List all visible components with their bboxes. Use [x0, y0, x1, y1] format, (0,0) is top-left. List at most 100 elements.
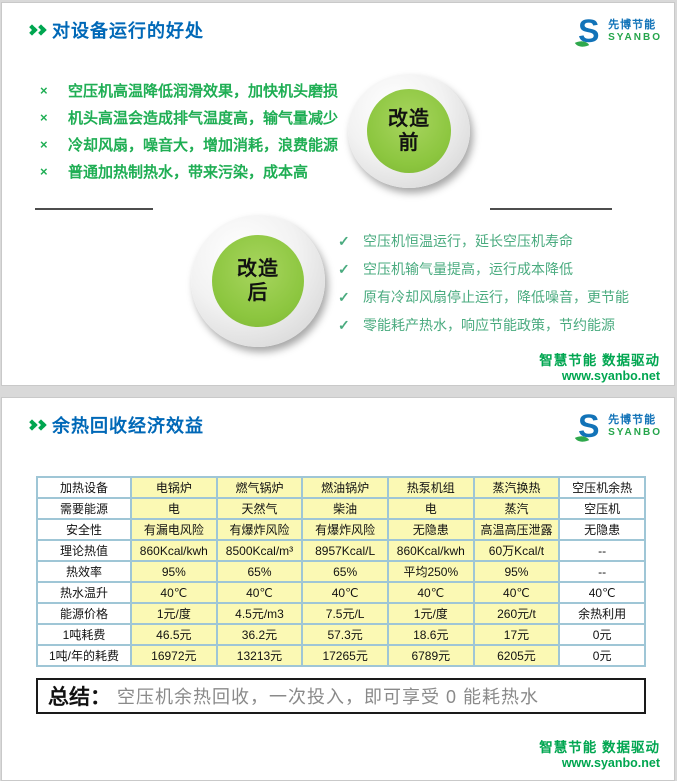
badge-after-renovation: 改造 后 — [191, 215, 325, 347]
check-icon: ✓ — [338, 316, 350, 333]
table-cell: 1元/度 — [386, 602, 475, 625]
chevron-glyph — [35, 24, 47, 36]
divider-line — [490, 208, 612, 210]
pros-list: ✓ 空压机恒温运行，延长空压机寿命 ✓ 空压机输气量提高，运行成本降低 ✓ 原有冷却风… — [338, 227, 629, 339]
panel-economic-benefits: 余热回收经济效益 S 先博节能 SYANBO 加热设备 电锅炉 燃气锅炉 燃油锅… — [1, 397, 675, 781]
chevron-right-icon — [26, 419, 47, 431]
table-cell: 16972元 — [130, 644, 218, 667]
table-cell: 电 — [130, 497, 218, 520]
table-cell: 18.6元 — [386, 623, 475, 646]
table-cell: 65% — [215, 560, 304, 583]
table-cell: 柴油 — [301, 497, 389, 520]
badge-after-label: 改造 后 — [212, 235, 304, 327]
logo-letter: S — [578, 13, 600, 49]
badge-text-line: 后 — [247, 282, 269, 304]
brand-name-en: SYANBO — [608, 426, 662, 438]
table-cell: 高温高压泄露 — [472, 518, 561, 541]
cross-icon: × — [40, 110, 48, 125]
badge-before-label: 改造 前 — [367, 89, 451, 173]
row-header: 理论热值 — [36, 539, 132, 562]
table-cell: 空压机 — [558, 497, 646, 520]
con-text: 冷却风扇，噪音大，增加消耗，浪费能源 — [68, 137, 339, 154]
table-cell: 40℃ — [386, 581, 475, 604]
table-cell: 空压机余热 — [558, 476, 646, 499]
table-cell: 燃气锅炉 — [215, 476, 304, 499]
brand-logo: S 先博节能 SYANBO — [574, 13, 662, 51]
table-cell: 40℃ — [472, 581, 561, 604]
table-cell: 860Kcal/kwh — [386, 539, 475, 562]
table-row: 热效率 95% 65% 65% 平均250% 95% -- — [36, 560, 646, 583]
table-row: 1吨耗费 46.5元 36.2元 57.3元 18.6元 17元 0元 — [36, 623, 646, 646]
footer-website: www.syanbo.net — [561, 369, 660, 383]
row-header: 1吨耗费 — [36, 623, 132, 646]
table-cell: 8500Kcal/m³ — [215, 539, 304, 562]
check-icon: ✓ — [338, 260, 350, 277]
brand-name-en: SYANBO — [608, 31, 662, 43]
summary-label: 总结： — [48, 686, 111, 709]
table-cell: 无隐患 — [558, 518, 646, 541]
pro-text: 空压机输气量提高，运行成本降低 — [363, 261, 573, 277]
row-header: 能源价格 — [36, 602, 132, 625]
badge-text-line: 改造 — [237, 258, 279, 280]
check-icon: ✓ — [338, 232, 350, 249]
table-cell: 260元/t — [472, 602, 561, 625]
con-text: 普通加热制热水，带来污染，成本高 — [68, 164, 309, 181]
table-cell: 6789元 — [386, 644, 475, 667]
footer-slogan: 智慧节能 数据驱动 — [539, 740, 660, 755]
badge-before-renovation: 改造 前 — [348, 74, 470, 188]
pro-text: 零能耗产热水，响应节能政策，节约能源 — [363, 317, 615, 333]
table-cell: 40℃ — [301, 581, 389, 604]
table-row: 1吨/年的耗费 16972元 13213元 17265元 6789元 6205元… — [36, 644, 646, 667]
divider-line — [35, 208, 153, 210]
list-item: × 冷却风扇，噪音大，增加消耗，浪费能源 — [40, 131, 338, 158]
logo-letter: S — [578, 408, 600, 444]
table-cell: 蒸汽 — [472, 497, 561, 520]
table-cell: 46.5元 — [130, 623, 218, 646]
table-cell: 电锅炉 — [130, 476, 218, 499]
table-cell: 40℃ — [215, 581, 304, 604]
row-header: 1吨/年的耗费 — [36, 644, 132, 667]
table-cell: 1元/度 — [130, 602, 218, 625]
row-header: 热水温升 — [36, 581, 132, 604]
table-cell: 蒸汽换热 — [472, 476, 561, 499]
summary-text: 空压机余热回收，一次投入，即可享受 0 能耗热水 — [117, 687, 540, 707]
brand-logo: S 先博节能 SYANBO — [574, 408, 662, 446]
list-item: ✓ 空压机恒温运行，延长空压机寿命 — [338, 227, 629, 255]
list-item: × 普通加热制热水，带来污染，成本高 — [40, 158, 338, 185]
cross-icon: × — [40, 83, 48, 98]
table-cell: 8957Kcal/L — [301, 539, 389, 562]
page-title: 余热回收经济效益 — [52, 416, 204, 436]
table-cell: 余热利用 — [558, 602, 646, 625]
table-cell: 65% — [301, 560, 389, 583]
table-row: 理论热值 860Kcal/kwh 8500Kcal/m³ 8957Kcal/L … — [36, 539, 646, 562]
brand-name-cn: 先博节能 — [608, 414, 657, 427]
table-cell: 95% — [472, 560, 561, 583]
cross-icon: × — [40, 137, 48, 152]
chevron-glyph — [35, 419, 47, 431]
pro-text: 原有冷却风扇停止运行，降低噪音，更节能 — [363, 289, 629, 305]
table-cell: 57.3元 — [301, 623, 389, 646]
row-header: 加热设备 — [36, 476, 132, 499]
panel-equipment-benefits: 对设备运行的好处 S 先博节能 SYANBO × 空压机高温降低润滑效果，加快机头… — [1, 2, 675, 386]
row-header: 需要能源 — [36, 497, 132, 520]
summary-box: 总结： 空压机余热回收，一次投入，即可享受 0 能耗热水 — [36, 678, 646, 714]
table-cell: 燃油锅炉 — [301, 476, 389, 499]
table-row: 热水温升 40℃ 40℃ 40℃ 40℃ 40℃ 40℃ — [36, 581, 646, 604]
page-title: 对设备运行的好处 — [52, 21, 204, 41]
table-cell: 17265元 — [301, 644, 389, 667]
table-cell: 60万Kcal/t — [472, 539, 561, 562]
logo-s-icon: S — [574, 13, 604, 51]
table-cell: 有漏电风险 — [130, 518, 218, 541]
slide-footer: 智慧节能 数据驱动 www.syanbo.net — [539, 349, 660, 383]
table-cell: -- — [558, 539, 646, 562]
list-item: ✓ 空压机输气量提高，运行成本降低 — [338, 255, 629, 283]
chevron-right-icon — [26, 24, 47, 36]
panel2-header: 余热回收经济效益 — [26, 412, 204, 438]
logo-s-icon: S — [574, 408, 604, 446]
footer-slogan: 智慧节能 数据驱动 — [539, 353, 660, 368]
table-cell: 电 — [386, 497, 475, 520]
cross-icon: × — [40, 164, 48, 179]
table-cell: 天然气 — [215, 497, 304, 520]
table-cell: 36.2元 — [215, 623, 304, 646]
